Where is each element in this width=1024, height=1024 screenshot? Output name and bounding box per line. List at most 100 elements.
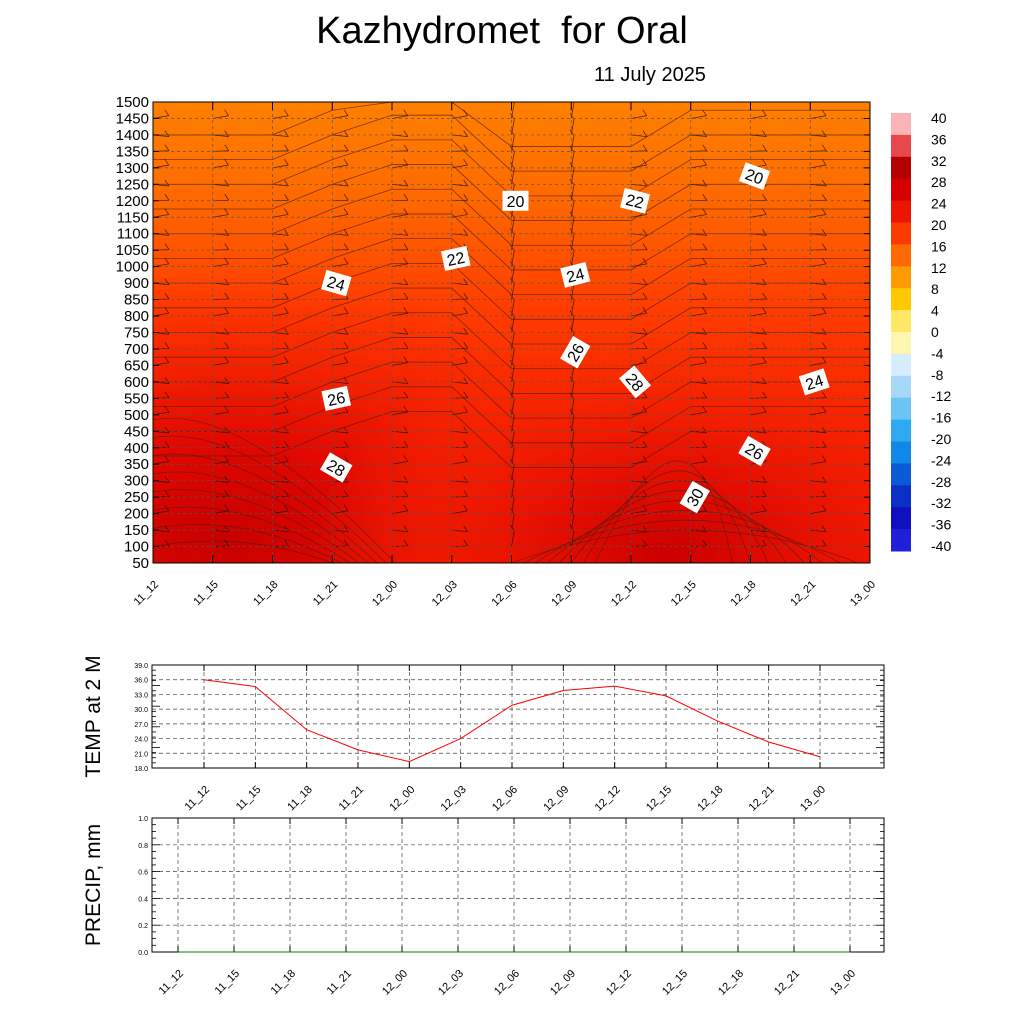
wind-barb-feather: [463, 391, 469, 399]
wind-barb: [332, 214, 349, 218]
heatmap-grid: [153, 102, 870, 563]
contour-label: 30: [679, 480, 710, 514]
contour-line: [153, 524, 342, 563]
wind-barb-feather: [821, 229, 827, 236]
wind-barb: [810, 529, 827, 533]
wind-barb-feather: [703, 95, 707, 101]
y-tick-label: 550: [124, 390, 149, 407]
wind-barb: [810, 461, 827, 465]
colorbar-segment: [891, 222, 911, 245]
wind-barb-feather: [463, 229, 468, 236]
wind-barb-feather: [403, 292, 409, 300]
contour-line: [153, 453, 378, 563]
x-tick-label: 12_03: [430, 579, 460, 609]
wind-barb-feather: [284, 476, 289, 483]
precip-panel: 0.0 0.2 0.4 0.6 0.8 1.0 11_12 11_15 11_18 11_21 12…: [82, 816, 885, 998]
wind-barb: [869, 414, 870, 415]
wind-barb-feather: [403, 440, 409, 448]
wind-barb: [511, 333, 515, 350]
wind-barb-feather: [642, 356, 648, 363]
y-tick-label: 1.0: [138, 816, 148, 823]
wind-barb: [511, 102, 512, 103]
y-tick-label: 27.0: [134, 722, 148, 729]
wind-barb-feather: [463, 342, 469, 349]
wind-barb: [869, 249, 870, 251]
wind-barb-feather: [224, 307, 229, 314]
wind-barb: [511, 316, 515, 333]
wind-barb-feather: [284, 130, 289, 137]
wind-barb-feather: [762, 525, 767, 532]
wind-barb: [869, 233, 870, 235]
wind-barb-feather: [643, 95, 647, 101]
wind-barb-feather: [882, 328, 886, 334]
colorbar-label: 12: [931, 260, 947, 276]
wind-barb: [630, 461, 647, 465]
y-tick-label: 700: [124, 341, 149, 358]
wind-barb: [391, 164, 408, 169]
wind-barb-feather: [702, 179, 707, 187]
wind-barb-feather: [463, 327, 468, 335]
wind-barb-feather: [702, 440, 708, 448]
x-tick-label: 12_15: [669, 579, 699, 609]
wind-barb: [750, 362, 767, 366]
wind-barb-feather: [702, 539, 708, 547]
wind-barb: [570, 152, 575, 168]
colorbar-segment: [891, 113, 911, 136]
wind-barb-feather: [642, 158, 648, 166]
x-tick-label: 11_21: [337, 784, 367, 814]
wind-barb: [570, 102, 575, 119]
wind-barb-feather: [761, 504, 767, 512]
wind-barb-feather: [762, 342, 767, 349]
wind-barb-feather: [821, 278, 827, 286]
wind-barb-feather: [821, 130, 827, 137]
wind-barb-feather: [224, 194, 230, 201]
wind-barb-feather: [761, 109, 767, 116]
wind-barb-feather: [821, 504, 827, 512]
heatmap-y-axis: 5010015020025030035040045050055060065070…: [116, 94, 870, 572]
wind-barb-feather: [403, 307, 409, 314]
wind-barb: [869, 299, 870, 300]
wind-barb-feather: [343, 327, 349, 335]
contour-label-text: 26: [565, 341, 589, 365]
series-line: [203, 679, 821, 763]
x-tick-label: 11_18: [269, 968, 299, 998]
wind-barb: [391, 312, 408, 317]
wind-barb-feather: [882, 279, 886, 285]
wind-barb: [212, 461, 229, 465]
wind-barb-feather: [702, 292, 708, 300]
wind-barb: [272, 411, 289, 416]
contour-line: [153, 417, 396, 563]
wind-barb-feather: [164, 504, 170, 512]
wind-barb-feather: [403, 327, 409, 335]
contour-label-box: [560, 335, 591, 369]
wind-barb-feather: [642, 307, 648, 314]
contour-label: 22: [440, 245, 471, 271]
contour-label: 26: [321, 385, 352, 411]
wind-barb-feather: [642, 342, 648, 349]
colorbar-segment: [891, 332, 911, 355]
wind-barb: [272, 510, 289, 515]
wind-barb-feather: [463, 158, 468, 166]
colorbar-segment: [891, 310, 911, 333]
contour-label: 20: [502, 190, 529, 211]
y-tick-label: 600: [124, 374, 149, 391]
contour-label: 24: [320, 269, 352, 297]
y-tick-label: 450: [124, 423, 149, 440]
wind-barb: [212, 510, 229, 515]
wind-barb-feather: [403, 257, 409, 265]
contour-label-box: [319, 452, 353, 483]
wind-barb-feather: [284, 278, 289, 286]
colorbar-segment: [891, 485, 911, 508]
wind-barb-feather: [821, 243, 827, 250]
wind-barb: [511, 464, 515, 481]
wind-barb: [511, 267, 515, 284]
colorbar-label: 8: [931, 281, 939, 297]
y-tick-label: 1050: [116, 242, 149, 259]
wind-barb-feather: [762, 327, 767, 335]
wind-barb-feather: [284, 179, 289, 187]
wind-barb-feather: [642, 426, 648, 434]
wind-barb-feather: [821, 405, 827, 413]
contour-label-box: [618, 365, 652, 399]
wind-barb-feather: [463, 455, 468, 462]
wind-barb: [570, 497, 575, 514]
